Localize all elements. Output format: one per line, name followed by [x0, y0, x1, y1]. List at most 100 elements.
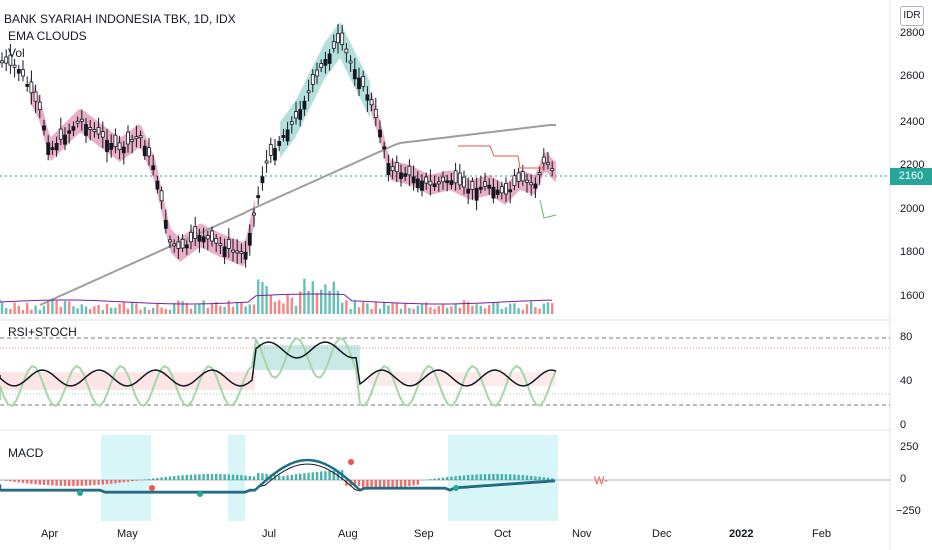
macd-axis-label: 0	[900, 473, 907, 485]
candle-body	[365, 94, 370, 101]
volume-bar	[437, 306, 440, 314]
candle-body	[58, 128, 63, 140]
macd-hist-bar	[399, 480, 403, 487]
macd-hist-bar	[185, 474, 188, 480]
volume-bar	[47, 302, 50, 314]
candle-body	[516, 172, 521, 182]
macd-hist-bar	[97, 480, 100, 485]
macd-hist-bar	[479, 474, 482, 480]
candle-body	[21, 69, 25, 77]
macd-hist-bar	[63, 480, 67, 486]
price-axis-label: 1600	[900, 290, 925, 302]
macd-hist-bar	[328, 470, 331, 480]
volume-bar	[72, 306, 75, 314]
stoch-line	[0, 336, 557, 407]
candle-body	[331, 41, 336, 49]
rsi-pane[interactable]	[0, 336, 890, 407]
volume-bar	[26, 302, 29, 314]
volume-bar	[391, 303, 394, 314]
macd-hist-bar	[551, 478, 554, 480]
volume-bar	[236, 301, 239, 314]
macd-hist-bar	[282, 475, 285, 480]
macd-hist-bar	[278, 475, 281, 480]
sma-line	[39, 124, 556, 306]
candle-body	[504, 182, 508, 195]
price-pane[interactable]	[0, 22, 890, 314]
macd-hist-bar	[467, 475, 470, 480]
macd-hist-bar	[357, 480, 361, 486]
candle-body	[420, 180, 424, 191]
volume-bar	[173, 302, 176, 314]
candle-body	[340, 32, 345, 45]
symbol-title[interactable]: BANK SYARIAH INDONESIA TBK, 1D, IDX	[4, 12, 236, 26]
macd-pane[interactable]	[0, 435, 890, 521]
currency-button[interactable]: IDR	[900, 6, 924, 26]
candle-body	[0, 60, 4, 64]
macd-hist-bar	[126, 480, 130, 482]
candle-body	[214, 237, 219, 244]
macd-hist-bar	[13, 480, 16, 482]
macd-hist-bar	[51, 480, 54, 486]
volume-bar	[353, 300, 356, 314]
volume-bar	[114, 307, 117, 314]
macd-hist-bar	[429, 479, 432, 480]
cloud-band	[370, 90, 556, 205]
macd-hist-bar	[68, 480, 71, 486]
macd-hist-bar	[26, 480, 29, 484]
candle-body	[306, 90, 311, 94]
rsi-title[interactable]: RSI+STOCH	[8, 325, 77, 339]
support-line	[539, 199, 557, 219]
candle-body	[537, 172, 542, 176]
candle-body	[457, 172, 462, 186]
volume-bar	[311, 281, 314, 314]
macd-hist-bar	[223, 474, 226, 480]
volume-bar	[446, 307, 449, 314]
macd-hist-bar	[303, 473, 306, 480]
macd-hist-bar	[446, 477, 449, 480]
macd-hist-bar	[164, 476, 167, 480]
candle-body	[12, 64, 17, 68]
volume-ma-line	[0, 293, 553, 305]
macd-title[interactable]: MACD	[8, 446, 44, 460]
volume-bar	[68, 301, 71, 314]
candle-body	[243, 251, 248, 260]
macd-hist-bar	[509, 474, 512, 480]
macd-hist-bar	[265, 473, 268, 480]
macd-hist-bar	[492, 474, 495, 480]
volume-bar	[84, 306, 88, 314]
volume-bar	[9, 308, 12, 314]
macd-hist-bar	[311, 472, 314, 480]
candle-body	[67, 130, 72, 134]
macd-hist-bar	[248, 475, 251, 480]
candle-body	[63, 134, 67, 145]
macd-hist-bar	[500, 474, 503, 480]
volume-bar	[55, 300, 58, 314]
candle-body	[84, 124, 88, 136]
volume-bar	[383, 301, 386, 314]
volume-bar	[110, 307, 113, 314]
macd-hist-bar	[475, 474, 478, 480]
macd-hist-bar	[458, 475, 461, 480]
candle-body	[16, 69, 21, 74]
macd-hist-bar	[122, 480, 125, 483]
macd-hist-bar	[538, 476, 541, 480]
macd-highlight-1	[101, 435, 151, 521]
macd-hist-bar	[383, 480, 386, 489]
macd-hist-bar	[198, 474, 201, 480]
candle-body	[218, 243, 223, 247]
volume-bar	[51, 300, 54, 314]
volume-bar	[194, 304, 197, 314]
candle-body	[285, 129, 290, 142]
time-axis-label: Oct	[494, 528, 512, 540]
volume-bar	[30, 309, 33, 314]
indicator-volume[interactable]: Vol	[8, 46, 25, 60]
macd-hist-bar	[17, 480, 20, 483]
time-axis-label: Apr	[41, 528, 59, 540]
indicator-ema-clouds[interactable]: EMA CLOUDS	[8, 29, 87, 43]
macd-hist-bar	[210, 474, 214, 480]
candle-body	[403, 173, 408, 177]
volume-bar	[147, 309, 151, 314]
candle-body	[201, 236, 206, 243]
volume-bar	[315, 293, 319, 314]
